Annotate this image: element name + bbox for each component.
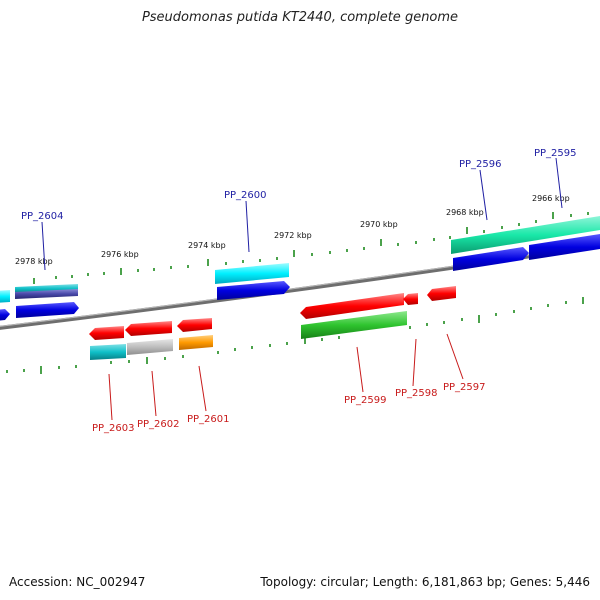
feature-arrow[interactable] xyxy=(125,321,172,336)
ruler-ticks-upper xyxy=(33,212,589,284)
reverse-strand-features xyxy=(89,286,456,360)
kbp-label: 2966 kbp xyxy=(532,194,570,203)
feature-arrow[interactable] xyxy=(529,234,600,260)
gene-label[interactable]: PP_2602 xyxy=(137,419,180,430)
gene-label[interactable]: PP_2599 xyxy=(344,395,387,406)
feature-arrow[interactable] xyxy=(127,339,173,355)
gene-label[interactable]: PP_2601 xyxy=(187,414,230,425)
gene-label[interactable]: PP_2600 xyxy=(224,190,267,201)
feature-arrow[interactable] xyxy=(0,309,10,321)
kbp-label: 2970 kbp xyxy=(360,220,398,229)
feature-arrow[interactable] xyxy=(89,326,124,340)
gene-label[interactable]: PP_2596 xyxy=(459,159,502,170)
forward-strand-features xyxy=(0,216,600,321)
kbp-label: 2972 kbp xyxy=(274,231,312,240)
feature-arrow[interactable] xyxy=(90,344,126,360)
gene-label[interactable]: PP_2597 xyxy=(443,382,486,393)
feature-arrow[interactable] xyxy=(0,290,10,303)
gene-label[interactable]: PP_2598 xyxy=(395,388,438,399)
accession-text: Accession: NC_002947 xyxy=(9,575,146,589)
kbp-label: 2974 kbp xyxy=(188,241,226,250)
kbp-label: 2976 kbp xyxy=(101,250,139,259)
feature-arrow[interactable] xyxy=(15,289,78,299)
feature-arrow[interactable] xyxy=(451,216,600,254)
feature-arrow[interactable] xyxy=(301,311,407,339)
label-leader-lines xyxy=(41,157,563,421)
ruler-ticks-lower xyxy=(6,297,584,374)
feature-arrow[interactable] xyxy=(453,247,529,271)
gene-label[interactable]: PP_2604 xyxy=(21,211,64,222)
feature-arrow[interactable] xyxy=(177,318,212,332)
feature-arrow[interactable] xyxy=(300,293,404,319)
map-title: Pseudomonas putida KT2440, complete geno… xyxy=(141,10,459,25)
gene-label[interactable]: PP_2595 xyxy=(534,148,577,159)
feature-arrow[interactable] xyxy=(215,263,289,284)
feature-arrow[interactable] xyxy=(403,293,418,305)
gene-label[interactable]: PP_2603 xyxy=(92,423,135,434)
feature-arrow[interactable] xyxy=(16,302,79,318)
kbp-label: 2978 kbp xyxy=(15,257,53,266)
feature-arrow[interactable] xyxy=(427,286,456,301)
genome-summary-text: Topology: circular; Length: 6,181,863 bp… xyxy=(260,575,590,589)
feature-arrow[interactable] xyxy=(217,281,290,300)
feature-arrow[interactable] xyxy=(179,335,213,350)
kbp-label: 2968 kbp xyxy=(446,208,484,217)
